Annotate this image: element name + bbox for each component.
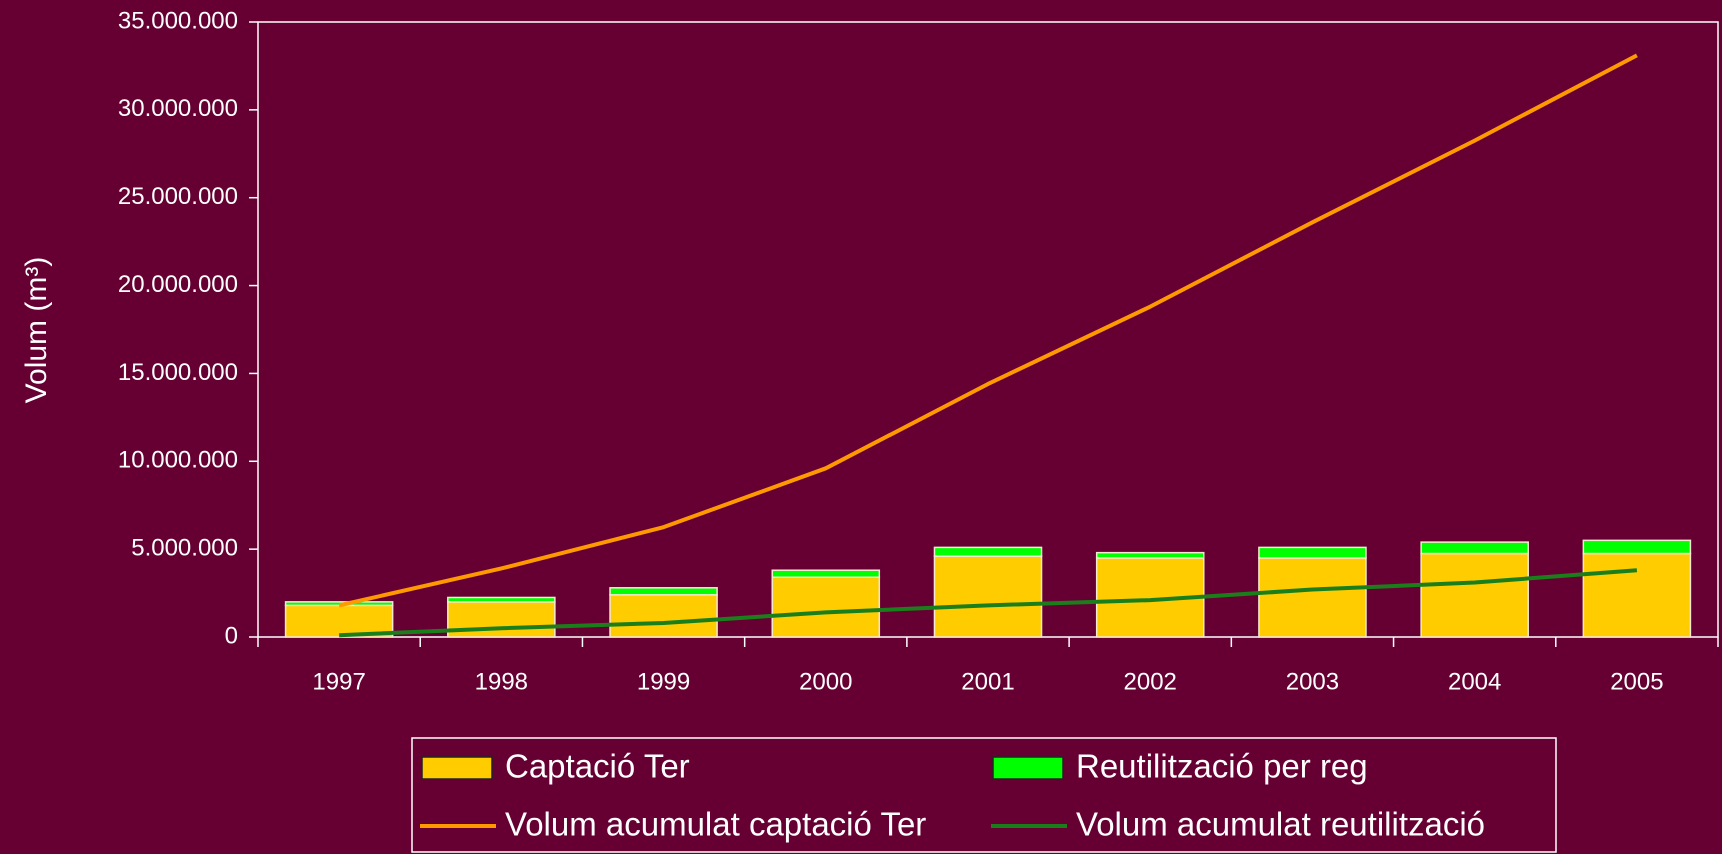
y-tick-label: 20.000.000 [118,271,238,298]
bar [447,596,556,603]
bar [609,594,718,638]
bar [609,587,718,596]
x-tick-label: 2005 [1610,668,1663,695]
legend-label: Volum acumulat captació Ter [505,806,926,843]
x-tick-label: 2003 [1286,668,1339,695]
y-tick-label: 25.000.000 [118,183,238,210]
y-tick-label: 5.000.000 [131,534,238,561]
legend-box [411,737,1557,853]
x-tick-label: 1999 [637,668,690,695]
y-tick-label: 15.000.000 [118,359,238,386]
bar [1258,546,1367,559]
bar [771,569,881,579]
line [338,53,1638,608]
x-tick-label: 1998 [475,668,528,695]
legend-label: Volum acumulat reutilització [1076,806,1485,843]
legend-label: Captació Ter [505,748,690,785]
bar [1582,539,1692,555]
y-tick-label: 35.000.000 [118,7,238,34]
bar [1582,552,1692,638]
bar [771,576,881,638]
y-tick-label: 0 [225,622,238,649]
legend-label: Reutilització per reg [1076,748,1368,785]
bar [933,546,1043,557]
legend-swatch [421,756,493,780]
bar [933,555,1043,638]
bar [1258,557,1367,638]
x-tick-label: 2002 [1124,668,1177,695]
legend-swatch [992,756,1064,780]
bar [1420,552,1529,638]
x-tick-label: 2001 [961,668,1014,695]
line [339,568,1638,638]
x-tick-label: 2004 [1448,668,1501,695]
bar [1420,541,1529,555]
y-tick-label: 30.000.000 [118,95,238,122]
x-tick-label: 1997 [312,668,365,695]
x-tick-label: 2000 [799,668,852,695]
y-axis-title: Volum (m³) [20,257,53,404]
y-tick-label: 10.000.000 [118,447,238,474]
bar [1095,551,1205,559]
